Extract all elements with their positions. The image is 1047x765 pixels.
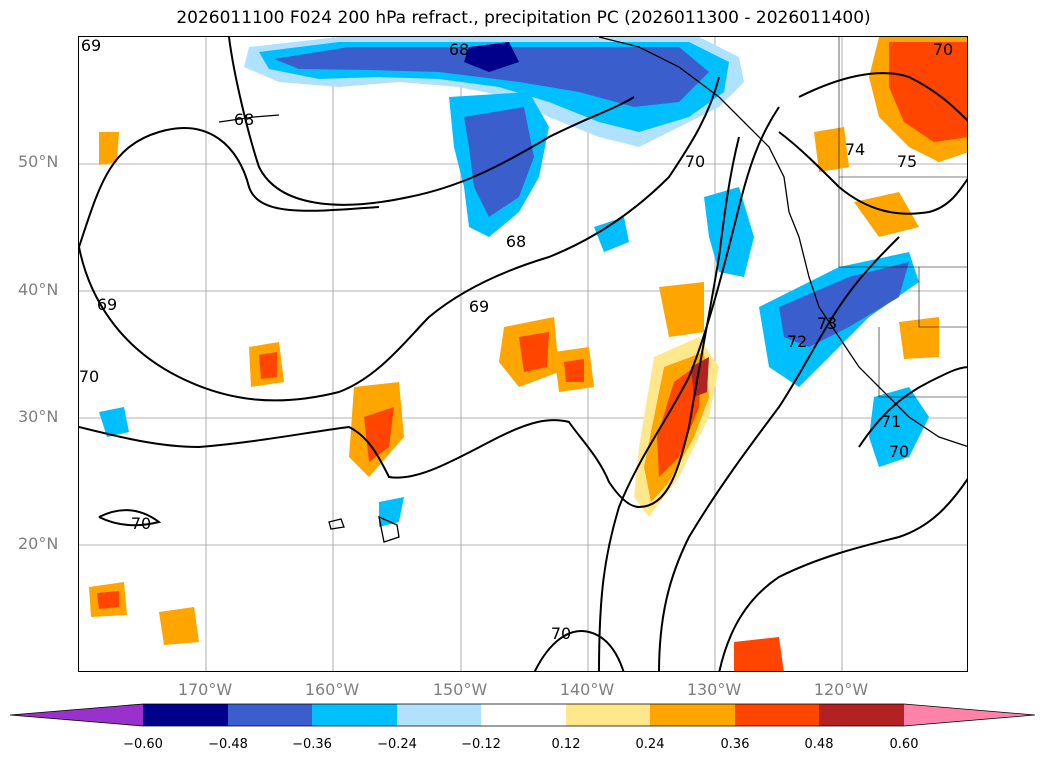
- shade-bottom-spot: [734, 637, 784, 671]
- colorbar-swatch-2: [228, 704, 312, 726]
- contour-label-72: 72: [787, 332, 807, 351]
- contour-71: [598, 106, 780, 671]
- shade-mid-spot: [594, 217, 629, 252]
- contour-74: [778, 131, 967, 215]
- shade-socal-mid: [869, 387, 929, 467]
- contour-label-73: 73: [817, 314, 837, 333]
- lon-label-120w: 120°W: [813, 680, 869, 699]
- lon-label-130w: 130°W: [686, 680, 742, 699]
- contour-70-c: [98, 509, 162, 527]
- border-states-a: [838, 177, 967, 268]
- contour-73: [718, 478, 967, 671]
- lon-label-170w: 170°W: [177, 680, 233, 699]
- colorbar-tick-1: −0.60: [123, 737, 163, 752]
- border-states-c: [878, 327, 967, 398]
- coastline-aleutians: [218, 114, 280, 123]
- map-title: 2026011100 F024 200 hPa refract., precip…: [176, 8, 871, 28]
- colorbar-outline: [10, 703, 1036, 727]
- colorbar-tick-6: 0.12: [551, 737, 581, 752]
- shade-sw-corner-strong: [97, 591, 119, 609]
- lat-label-50n: 50°N: [18, 152, 59, 171]
- shade-mid-east: [659, 282, 704, 337]
- contour-label-70-f: 70: [933, 40, 953, 59]
- border-states-b: [918, 267, 967, 328]
- colorbar-tick-7: 0.24: [635, 737, 665, 752]
- contour-70-b: [533, 630, 625, 671]
- contour-label-70-c: 70: [131, 514, 151, 533]
- refractivity-contours: [79, 37, 967, 671]
- lon-label-150w: 150°W: [432, 680, 488, 699]
- colorbar-tick-4: −0.24: [377, 737, 417, 752]
- contour-68-b: [79, 127, 380, 248]
- shade-south-spot: [159, 607, 199, 645]
- contour-75: [798, 72, 967, 122]
- shade-cent-b-strong: [564, 359, 584, 382]
- lat-label-20n: 20°N: [18, 534, 59, 553]
- shade-west-strong: [364, 407, 394, 462]
- colorbar-tick-2: −0.48: [208, 737, 248, 752]
- colorbar-swatch-5: [481, 704, 566, 726]
- lat-label-30n: 30°N: [18, 407, 59, 426]
- contour-label-69-a: 69: [81, 37, 101, 55]
- colorbar-tick-9: 0.48: [804, 737, 834, 752]
- contour-label-75: 75: [897, 152, 917, 171]
- shade-coast-mid: [704, 187, 754, 277]
- contour-label-69-c: 69: [97, 295, 117, 314]
- colorbar-swatch-7: [650, 704, 735, 726]
- colorbar-swatch-6: [566, 704, 650, 726]
- contour-72: [658, 236, 900, 671]
- contour-label-68-c: 68: [506, 232, 526, 251]
- lat-label-40n: 40°N: [18, 280, 59, 299]
- contour-label-68-b: 68: [234, 110, 254, 129]
- colorbar-tick-10: 0.60: [889, 737, 919, 752]
- shade-cent-a-strong: [519, 332, 549, 372]
- contour-70-a: [79, 136, 740, 509]
- borders: [838, 37, 967, 398]
- negative-anomaly-shading: [99, 37, 929, 527]
- colorbar-extend-high: [904, 704, 1035, 726]
- contour-71-b: [858, 366, 967, 448]
- colorbar-swatch-3: [312, 704, 397, 726]
- coastline-hawaii-small: [328, 518, 345, 530]
- contour-label-70-a: 70: [685, 152, 705, 171]
- colorbar-swatch-4: [397, 704, 481, 726]
- colorbar-swatch-8: [735, 704, 819, 726]
- colorbar-swatch-1: [143, 704, 228, 726]
- shade-north-strong: [274, 47, 709, 107]
- colorbar-extend-low: [10, 704, 143, 726]
- contour-label-69-b: 69: [469, 297, 489, 316]
- contour-label-70-b: 70: [79, 367, 99, 386]
- contour-label-70-d: 70: [551, 624, 571, 643]
- shade-bc-spot: [814, 127, 849, 172]
- contour-label-68-a: 68: [449, 40, 469, 59]
- contour-label-74: 74: [845, 140, 865, 159]
- shade-sw-strong: [779, 262, 909, 347]
- coastline-hawaii: [378, 515, 400, 543]
- shade-gulf-strong: [464, 107, 534, 217]
- contour-69: [79, 76, 720, 402]
- map-svg: 69 68 68 68 69 69 70 70 70 70 72 73 74 7…: [79, 37, 967, 671]
- shade-ne-strong: [889, 42, 967, 142]
- colorbar-tick-5: −0.12: [461, 737, 501, 752]
- lon-label-140w: 140°W: [559, 680, 615, 699]
- shade-north-deep: [464, 42, 519, 72]
- shade-bc-mid: [854, 192, 919, 237]
- shade-diag-strong: [657, 362, 701, 477]
- shade-west-b-strong: [259, 352, 277, 379]
- map-panel: 69 68 68 68 69 69 70 70 70 70 72 73 74 7…: [78, 36, 968, 672]
- contour-label-71: 71: [881, 412, 901, 431]
- contour-label-70-e: 70: [889, 442, 909, 461]
- colorbar: [10, 703, 1036, 727]
- shade-nw-spot: [99, 132, 119, 165]
- contour-label-group: 69 68 68 68 69 69 70 70 70 70 72 73 74 7…: [79, 37, 953, 643]
- lon-label-160w: 160°W: [304, 680, 360, 699]
- contour-68-a: [228, 37, 635, 206]
- colorbar-tick-3: −0.36: [292, 737, 332, 752]
- shade-east-b: [899, 317, 939, 359]
- shade-west-spot: [99, 407, 129, 437]
- colorbar-swatch-9: [819, 704, 904, 726]
- positive-anomaly-shading: [89, 37, 967, 671]
- colorbar-tick-8: 0.36: [720, 737, 750, 752]
